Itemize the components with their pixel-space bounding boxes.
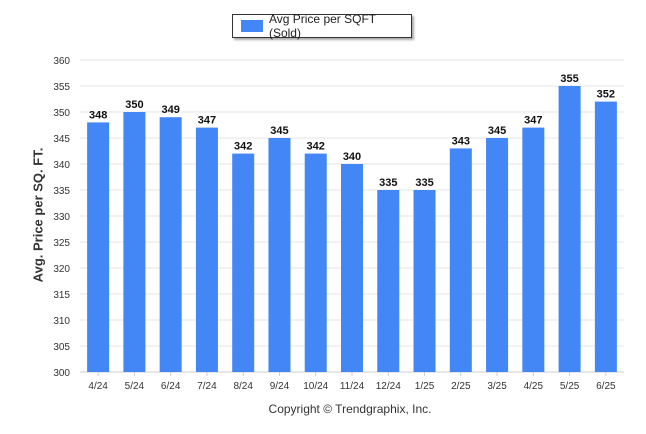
x-tick-label: 4/25	[524, 381, 544, 392]
y-tick-label: 325	[53, 238, 70, 249]
x-tick-label: 6/24	[161, 381, 181, 392]
copyright-footer: Copyright © Trendgraphix, Inc.	[268, 402, 432, 416]
data-label: 340	[343, 151, 361, 163]
bar	[413, 190, 436, 372]
y-axis-label: Avg. Price per SQ. FT.	[30, 147, 46, 283]
data-label: 335	[415, 177, 433, 189]
bar	[377, 190, 400, 372]
legend-label: Avg Price per SQFT (Sold)	[268, 12, 376, 40]
x-tick-label: 9/24	[270, 381, 290, 392]
bar	[195, 127, 218, 372]
data-label: 349	[161, 104, 179, 116]
x-tick-label: 6/25	[596, 381, 616, 392]
y-tick-label: 335	[53, 186, 70, 197]
bar	[449, 148, 472, 372]
bar	[268, 138, 291, 372]
x-tick-label: 11/24	[340, 381, 365, 392]
data-label: 335	[379, 177, 397, 189]
y-tick-label: 330	[53, 212, 70, 223]
data-label: 352	[597, 89, 615, 101]
y-tick-label: 350	[53, 108, 70, 119]
y-tick-label: 300	[53, 368, 70, 379]
y-tick-label: 320	[53, 264, 70, 275]
bar	[159, 117, 182, 372]
x-tick-label: 1/25	[415, 381, 435, 392]
bar	[123, 112, 146, 372]
legend: Avg Price per SQFT (Sold)	[232, 12, 412, 40]
y-tick-label: 310	[53, 316, 70, 327]
x-tick-label: 8/24	[233, 381, 253, 392]
y-tick-label: 355	[53, 82, 70, 93]
bar	[87, 122, 110, 373]
data-label: 343	[452, 135, 470, 147]
bar	[304, 153, 327, 372]
data-label: 347	[524, 115, 542, 127]
x-tick-label: 2/25	[451, 381, 471, 392]
x-tick-label: 5/24	[125, 381, 145, 392]
y-tick-label: 345	[53, 134, 70, 145]
bar	[594, 101, 617, 372]
bar	[341, 164, 363, 372]
legend-swatch	[241, 20, 263, 32]
data-label: 348	[89, 109, 107, 121]
data-label: 347	[198, 115, 216, 127]
y-tick-label: 360	[53, 56, 70, 67]
data-label: 350	[125, 99, 143, 111]
bar	[232, 153, 255, 372]
x-tick-label: 4/24	[88, 381, 108, 392]
x-tick-label: 5/25	[560, 381, 580, 392]
x-tick-label: 3/25	[487, 381, 507, 392]
data-label: 345	[270, 125, 288, 137]
x-tick-label: 10/24	[303, 381, 328, 392]
data-label: 345	[488, 125, 506, 137]
bar	[486, 138, 509, 372]
x-tick-label: 12/24	[376, 381, 401, 392]
data-label: 342	[234, 141, 252, 153]
data-label: 355	[560, 73, 578, 85]
y-tick-label: 340	[53, 160, 70, 171]
x-tick-label: 7/24	[197, 381, 217, 392]
bar	[522, 127, 545, 372]
data-label: 342	[307, 141, 325, 153]
y-tick-label: 315	[53, 290, 70, 301]
y-tick-label: 305	[53, 342, 70, 353]
bar	[558, 86, 581, 372]
